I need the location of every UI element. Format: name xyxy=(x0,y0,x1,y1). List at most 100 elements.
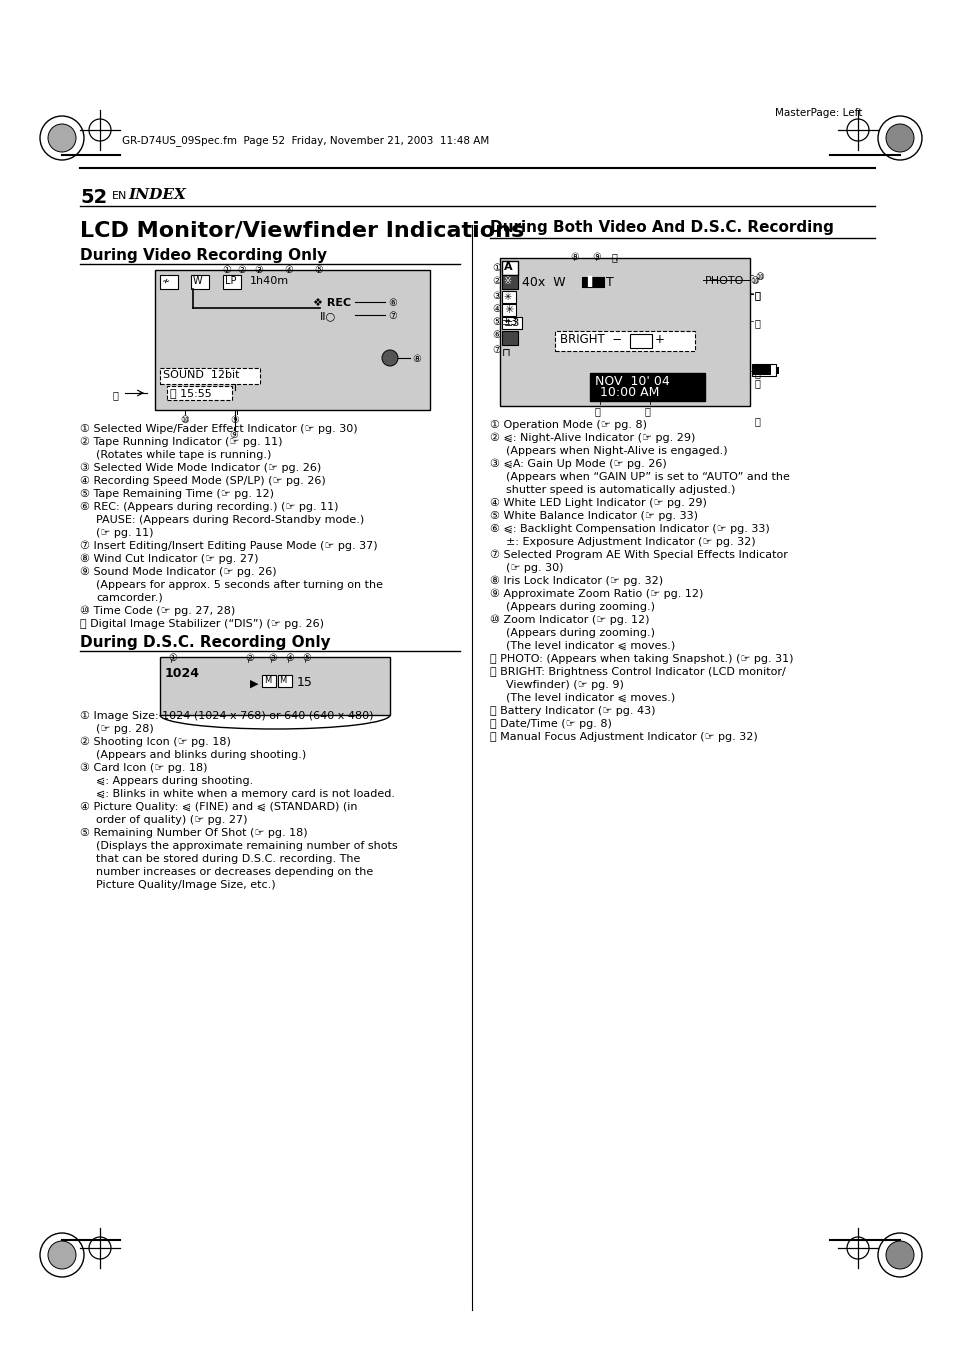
Text: (☞ pg. 30): (☞ pg. 30) xyxy=(505,563,563,573)
Bar xyxy=(501,290,516,303)
Text: 1024: 1024 xyxy=(165,667,200,680)
Text: ⑫: ⑫ xyxy=(754,378,760,388)
Text: (Appears when “GAIN UP” is set to “AUTO” and the: (Appears when “GAIN UP” is set to “AUTO”… xyxy=(505,471,789,482)
Text: ④: ④ xyxy=(284,265,293,276)
Circle shape xyxy=(885,1242,913,1269)
Text: ③ ⩿A: Gain Up Mode (☞ pg. 26): ③ ⩿A: Gain Up Mode (☞ pg. 26) xyxy=(490,459,666,469)
Text: ⑫ BRIGHT: Brightness Control Indicator (LCD monitor/: ⑫ BRIGHT: Brightness Control Indicator (… xyxy=(490,667,785,677)
Bar xyxy=(629,334,651,349)
Text: camcorder.): camcorder.) xyxy=(96,593,163,603)
Text: ✳: ✳ xyxy=(503,305,513,315)
Text: ⑧: ⑧ xyxy=(412,354,420,363)
Text: ③: ③ xyxy=(492,290,500,301)
Text: (Appears when Night-Alive is engaged.): (Appears when Night-Alive is engaged.) xyxy=(505,446,727,457)
Text: (Rotates while tape is running.): (Rotates while tape is running.) xyxy=(96,450,271,459)
Text: ⑦ Insert Editing/Insert Editing Pause Mode (☞ pg. 37): ⑦ Insert Editing/Insert Editing Pause Mo… xyxy=(80,540,377,551)
Text: During Both Video And D.S.C. Recording: During Both Video And D.S.C. Recording xyxy=(490,220,833,235)
Text: shutter speed is automatically adjusted.): shutter speed is automatically adjusted.… xyxy=(505,485,735,494)
Text: (Appears for approx. 5 seconds after turning on the: (Appears for approx. 5 seconds after tur… xyxy=(96,580,382,590)
Text: A: A xyxy=(503,262,512,272)
Text: GR-D74US_09Spec.fm  Page 52  Friday, November 21, 2003  11:48 AM: GR-D74US_09Spec.fm Page 52 Friday, Novem… xyxy=(122,135,489,146)
Text: ❖ REC: ❖ REC xyxy=(313,299,351,308)
Bar xyxy=(555,331,695,351)
Circle shape xyxy=(885,124,913,153)
Bar xyxy=(167,386,232,400)
Text: ⑭ Date/Time (☞ pg. 8): ⑭ Date/Time (☞ pg. 8) xyxy=(490,719,611,730)
Text: 52: 52 xyxy=(80,188,107,207)
Bar xyxy=(191,276,209,289)
Text: ⑧: ⑧ xyxy=(569,253,578,262)
Text: ⑤: ⑤ xyxy=(492,317,500,327)
Text: ⑤ Remaining Number Of Shot (☞ pg. 18): ⑤ Remaining Number Of Shot (☞ pg. 18) xyxy=(80,828,307,838)
Text: ③: ③ xyxy=(268,653,276,663)
Text: ⑩: ⑩ xyxy=(180,415,189,426)
Bar xyxy=(501,261,517,276)
Text: ⑦ Selected Program AE With Special Effects Indicator: ⑦ Selected Program AE With Special Effec… xyxy=(490,550,787,561)
Text: ⑩ Zoom Indicator (☞ pg. 12): ⑩ Zoom Indicator (☞ pg. 12) xyxy=(490,615,649,626)
Text: ② Shooting Icon (☞ pg. 18): ② Shooting Icon (☞ pg. 18) xyxy=(80,738,231,747)
Text: (The level indicator ⩿ moves.): (The level indicator ⩿ moves.) xyxy=(505,640,675,651)
Text: 40x  W: 40x W xyxy=(521,276,565,289)
Bar xyxy=(751,363,775,376)
Text: ⑮ Manual Focus Adjustment Indicator (☞ pg. 32): ⑮ Manual Focus Adjustment Indicator (☞ p… xyxy=(490,732,757,742)
Text: ✳: ✳ xyxy=(502,292,511,303)
Text: ⑨: ⑨ xyxy=(229,430,237,440)
Text: ③ Selected Wide Mode Indicator (☞ pg. 26): ③ Selected Wide Mode Indicator (☞ pg. 26… xyxy=(80,463,321,473)
Text: ④ Picture Quality: ⩿ (FINE) and ⩿ (STANDARD) (in: ④ Picture Quality: ⩿ (FINE) and ⩿ (STAND… xyxy=(80,802,357,812)
Text: ⑫: ⑫ xyxy=(754,367,760,378)
Text: NOV  10' 04: NOV 10' 04 xyxy=(595,376,669,388)
Text: ⓐ: ⓐ xyxy=(754,317,760,328)
Text: ▶: ▶ xyxy=(250,680,258,689)
Text: INDEX: INDEX xyxy=(128,188,186,203)
Text: ⑤: ⑤ xyxy=(302,653,311,663)
Text: ⑩: ⑩ xyxy=(749,276,758,286)
Text: ⑥: ⑥ xyxy=(388,299,396,308)
Bar xyxy=(154,270,430,409)
Text: +: + xyxy=(655,332,664,346)
Text: ④: ④ xyxy=(285,653,294,663)
Text: M: M xyxy=(278,676,286,685)
Text: order of quality) (☞ pg. 27): order of quality) (☞ pg. 27) xyxy=(96,815,247,825)
Bar xyxy=(160,367,260,384)
Text: ⑪: ⑪ xyxy=(754,290,760,300)
Bar xyxy=(501,276,517,289)
Text: T: T xyxy=(605,276,613,289)
Text: LCD Monitor/Viewfinder Indications: LCD Monitor/Viewfinder Indications xyxy=(80,220,524,240)
Text: ⌚ 15:55: ⌚ 15:55 xyxy=(170,388,212,399)
Bar xyxy=(589,373,704,401)
Text: ⑨: ⑨ xyxy=(230,415,238,426)
Text: ⑩: ⑩ xyxy=(754,272,763,282)
Text: ⑬ Battery Indicator (☞ pg. 43): ⑬ Battery Indicator (☞ pg. 43) xyxy=(490,707,655,716)
Text: ④ White LED Light Indicator (☞ pg. 29): ④ White LED Light Indicator (☞ pg. 29) xyxy=(490,499,706,508)
Text: ⑨ Sound Mode Indicator (☞ pg. 26): ⑨ Sound Mode Indicator (☞ pg. 26) xyxy=(80,567,276,577)
Text: ⑦: ⑦ xyxy=(388,311,396,322)
Text: ⑧ Iris Lock Indicator (☞ pg. 32): ⑧ Iris Lock Indicator (☞ pg. 32) xyxy=(490,576,662,586)
Text: ② ⩿: Night-Alive Indicator (☞ pg. 29): ② ⩿: Night-Alive Indicator (☞ pg. 29) xyxy=(490,434,695,443)
Circle shape xyxy=(381,350,397,366)
Text: (Appears during zooming.): (Appears during zooming.) xyxy=(505,628,655,638)
Text: (Displays the approximate remaining number of shots: (Displays the approximate remaining numb… xyxy=(96,842,397,851)
Text: ⑪: ⑪ xyxy=(112,390,119,400)
Bar xyxy=(501,331,517,345)
Text: ⑨: ⑨ xyxy=(592,253,600,262)
Circle shape xyxy=(48,124,76,153)
Bar xyxy=(499,258,749,407)
Text: 15: 15 xyxy=(296,676,313,689)
Text: number increases or decreases depending on the: number increases or decreases depending … xyxy=(96,867,373,877)
Text: 1h40m: 1h40m xyxy=(250,276,289,286)
Text: ⓐ: ⓐ xyxy=(612,253,618,262)
Text: ⑩ Time Code (☞ pg. 27, 28): ⑩ Time Code (☞ pg. 27, 28) xyxy=(80,607,235,616)
Circle shape xyxy=(48,1242,76,1269)
Text: ①: ① xyxy=(222,265,231,276)
Text: BRIGHT  −: BRIGHT − xyxy=(559,332,629,346)
Text: ⊓: ⊓ xyxy=(501,349,510,358)
Text: ⑬: ⑬ xyxy=(644,407,650,416)
Text: ③ Card Icon (☞ pg. 18): ③ Card Icon (☞ pg. 18) xyxy=(80,763,208,773)
Bar xyxy=(501,304,516,316)
Text: ⩿: Appears during shooting.: ⩿: Appears during shooting. xyxy=(96,775,253,786)
Text: ⩿: Blinks in white when a memory card is not loaded.: ⩿: Blinks in white when a memory card is… xyxy=(96,789,395,798)
Text: ⑨ Approximate Zoom Ratio (☞ pg. 12): ⑨ Approximate Zoom Ratio (☞ pg. 12) xyxy=(490,589,702,600)
Bar xyxy=(223,276,241,289)
Bar xyxy=(775,367,779,374)
Text: ⑪ PHOTO: (Appears when taking Snapshot.) (☞ pg. 31): ⑪ PHOTO: (Appears when taking Snapshot.)… xyxy=(490,654,793,663)
